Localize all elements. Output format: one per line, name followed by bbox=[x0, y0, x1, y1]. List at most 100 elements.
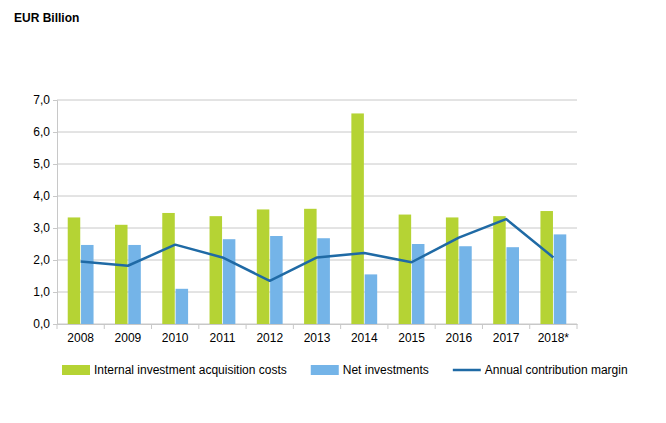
bar bbox=[176, 289, 189, 324]
x-tick: 2013 bbox=[304, 324, 331, 345]
y-tick: 5,0 bbox=[33, 157, 57, 171]
x-tick-label: 2018* bbox=[538, 331, 570, 345]
y-tick-mark bbox=[53, 292, 57, 293]
bar bbox=[554, 234, 567, 324]
bar bbox=[540, 211, 553, 324]
x-tick: 2016 bbox=[445, 324, 472, 345]
legend-swatch bbox=[453, 369, 481, 372]
legend-item: Internal investment acquisition costs bbox=[62, 363, 287, 377]
x-tick: 2018* bbox=[538, 324, 570, 345]
grid bbox=[57, 100, 577, 324]
x-separator bbox=[293, 324, 294, 329]
x-tick-label: 2008 bbox=[67, 331, 94, 345]
bar-series bbox=[68, 113, 553, 324]
x-separator bbox=[151, 324, 152, 329]
bar bbox=[210, 216, 223, 324]
bar bbox=[257, 209, 270, 324]
x-axis-line bbox=[58, 324, 578, 325]
grid-line bbox=[57, 132, 577, 133]
x-separator bbox=[104, 324, 105, 329]
x-tick-label: 2012 bbox=[256, 331, 283, 345]
y-tick-label: 1,0 bbox=[33, 285, 50, 299]
y-tick-mark bbox=[53, 324, 57, 325]
x-tick: 2017 bbox=[493, 324, 520, 345]
legend-swatch bbox=[311, 365, 339, 375]
legend-item: Annual contribution margin bbox=[453, 363, 628, 377]
x-tick: 2012 bbox=[256, 324, 283, 345]
marks bbox=[68, 113, 567, 324]
bar bbox=[446, 217, 459, 324]
plot: 0,0 1,0 2,0 3,0 4,0 5,0 6,0 7,0 2008 2009 2010 2011… bbox=[33, 93, 577, 344]
bar bbox=[128, 245, 141, 324]
x-separator bbox=[529, 324, 530, 329]
grid-line bbox=[57, 164, 577, 165]
x-separator bbox=[435, 324, 436, 329]
x-tick: 2009 bbox=[115, 324, 142, 345]
y-axis: 0,0 1,0 2,0 3,0 4,0 5,0 6,0 7,0 bbox=[33, 93, 57, 331]
x-tick: 2014 bbox=[351, 324, 378, 345]
x-separator bbox=[577, 324, 578, 329]
bar bbox=[351, 113, 364, 324]
bar-series bbox=[81, 234, 566, 324]
bar bbox=[115, 225, 128, 324]
y-tick-label: 5,0 bbox=[33, 157, 50, 171]
chart: EUR Billion0,01,02,03,04,05,06,07,020082… bbox=[0, 0, 666, 423]
x-tick-label: 2017 bbox=[493, 331, 520, 345]
bar bbox=[223, 239, 236, 324]
y-tick: 4,0 bbox=[33, 189, 57, 203]
bar bbox=[68, 217, 81, 324]
x-tick: 2015 bbox=[398, 324, 425, 345]
legend-item: Net investments bbox=[311, 363, 429, 377]
bar bbox=[304, 209, 317, 324]
x-tick: 2008 bbox=[67, 324, 94, 345]
y-tick-mark bbox=[53, 260, 57, 261]
x-tick-label: 2015 bbox=[398, 331, 425, 345]
y-tick-mark bbox=[53, 228, 57, 229]
bar bbox=[506, 247, 519, 324]
x-tick-label: 2011 bbox=[210, 331, 236, 345]
x-separator bbox=[57, 324, 58, 329]
y-tick-mark bbox=[53, 100, 57, 101]
y-tick-label: 0,0 bbox=[33, 317, 50, 331]
bar bbox=[317, 238, 330, 324]
bar bbox=[81, 245, 94, 324]
legend-swatch bbox=[62, 365, 90, 375]
grid-line bbox=[57, 100, 577, 101]
x-axis: 2008 2009 2010 2011 2012 2013 2014 2015 2016 2017… bbox=[58, 324, 578, 345]
x-tick-label: 2010 bbox=[162, 331, 189, 345]
x-separator bbox=[198, 324, 199, 329]
x-tick: 2011 bbox=[210, 324, 236, 345]
y-tick: 7,0 bbox=[33, 93, 57, 107]
x-separator bbox=[340, 324, 341, 329]
bar bbox=[493, 216, 506, 324]
grid-line bbox=[57, 196, 577, 197]
legend-label: Annual contribution margin bbox=[485, 363, 628, 377]
y-tick-mark bbox=[53, 164, 57, 165]
bar bbox=[162, 213, 175, 324]
legend: Internal investment acquisition costs Net… bbox=[62, 363, 628, 377]
y-tick-label: 3,0 bbox=[33, 221, 50, 235]
bar bbox=[365, 274, 378, 324]
y-tick-label: 6,0 bbox=[33, 125, 50, 139]
y-tick-mark bbox=[53, 132, 57, 133]
x-tick-label: 2009 bbox=[115, 331, 142, 345]
x-tick: 2010 bbox=[162, 324, 189, 345]
title: EUR Billion bbox=[14, 11, 79, 25]
y-tick-label: 2,0 bbox=[33, 253, 50, 267]
y-tick: 1,0 bbox=[33, 285, 57, 299]
x-separator bbox=[387, 324, 388, 329]
legend-label: Net investments bbox=[343, 363, 429, 377]
y-axis-line bbox=[53, 101, 58, 325]
x-separator bbox=[246, 324, 247, 329]
x-tick-label: 2014 bbox=[351, 331, 378, 345]
y-tick: 2,0 bbox=[33, 253, 57, 267]
y-tick-mark bbox=[53, 196, 57, 197]
bar bbox=[459, 246, 472, 324]
bar bbox=[399, 215, 412, 324]
x-separators bbox=[57, 324, 577, 329]
x-tick-label: 2013 bbox=[304, 331, 331, 345]
x-tick-label: 2016 bbox=[445, 331, 472, 345]
legend-label: Internal investment acquisition costs bbox=[94, 363, 287, 377]
y-tick: 3,0 bbox=[33, 221, 57, 235]
x-separator bbox=[482, 324, 483, 329]
